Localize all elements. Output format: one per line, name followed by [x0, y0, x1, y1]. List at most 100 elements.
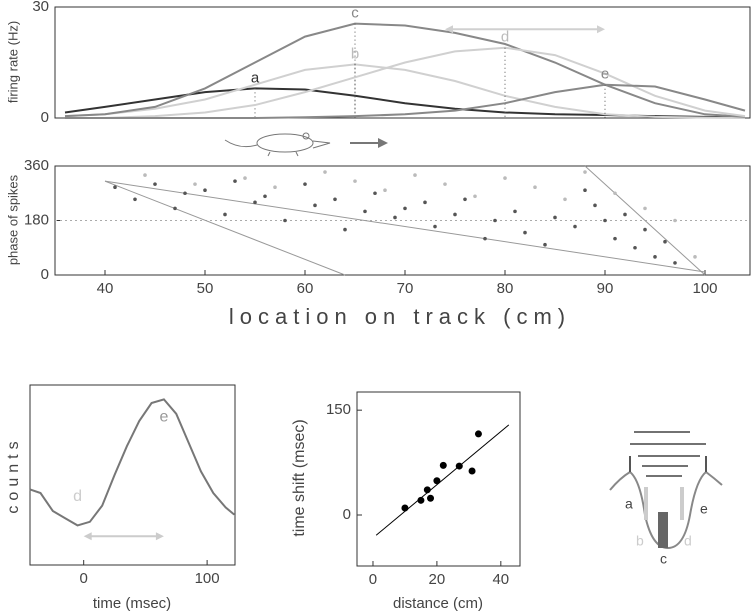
point: [483, 236, 487, 241]
point: [373, 191, 377, 196]
y-axis-label: time shift (msec): [291, 419, 308, 536]
y-tick-label: 150: [326, 401, 351, 418]
point: [663, 239, 667, 244]
plot-frame: [54, 6, 751, 119]
point: [513, 209, 517, 214]
annotation: e: [159, 409, 168, 426]
arrow-head: [445, 25, 453, 34]
curve: [65, 46, 746, 119]
curve: [65, 83, 746, 119]
point: [423, 200, 427, 205]
x-tick-label: 50: [197, 280, 214, 297]
annotation: d: [73, 488, 82, 505]
x-tick-label: 80: [497, 280, 514, 297]
point: [493, 218, 497, 223]
x-tick-label: 40: [97, 280, 114, 297]
x-tick-label: 0: [80, 570, 88, 587]
point: [203, 188, 207, 193]
diagram-label: e: [700, 501, 708, 517]
point: [474, 430, 482, 438]
fit-line: [104, 180, 346, 276]
point: [223, 212, 227, 217]
point: [313, 203, 317, 208]
point: [427, 494, 435, 502]
x-axis-label: location on track (cm): [229, 304, 571, 329]
fit-line: [104, 180, 706, 273]
curve: [64, 22, 746, 118]
point: [253, 200, 257, 205]
y-axis-label: counts: [5, 436, 22, 513]
point: [343, 227, 347, 232]
point: [403, 206, 407, 211]
point: [433, 224, 437, 229]
point: [693, 255, 697, 259]
point: [363, 209, 367, 214]
x-tick-label: 100: [692, 280, 717, 297]
point: [593, 203, 597, 208]
curve-label: d: [501, 29, 509, 46]
x-tick-label: 20: [429, 571, 446, 588]
diagram-label: b: [636, 533, 644, 549]
point: [183, 191, 187, 196]
point: [383, 188, 387, 193]
point: [613, 236, 617, 241]
arrow-head: [83, 532, 92, 541]
point: [455, 462, 463, 470]
curve-label: a: [251, 69, 260, 86]
point: [453, 212, 457, 217]
point: [603, 218, 607, 223]
point: [443, 182, 447, 186]
point: [283, 218, 287, 223]
y-tick-label: 180: [24, 211, 49, 228]
point: [153, 182, 157, 186]
x-axis-label: time (msec): [93, 595, 171, 612]
y-axis-label: phase of spikes: [5, 174, 20, 265]
point: [583, 188, 587, 193]
point: [653, 255, 657, 259]
fit-line: [584, 165, 706, 276]
curve-label: e: [601, 66, 609, 83]
x-tick-label: 0: [369, 571, 377, 588]
point: [353, 179, 357, 183]
point: [463, 197, 467, 202]
diagram-label: d: [684, 533, 692, 549]
curve: [29, 398, 235, 527]
y-axis-label: firing rate (Hz): [5, 21, 20, 103]
curve: [64, 63, 746, 119]
y-tick-label: 360: [24, 157, 49, 174]
point: [173, 206, 177, 211]
point: [273, 185, 277, 189]
point: [243, 176, 247, 180]
point: [573, 224, 577, 229]
point: [468, 467, 476, 475]
point: [433, 477, 441, 485]
point: [143, 173, 147, 177]
point: [393, 215, 397, 220]
curve-label: b: [351, 45, 359, 62]
point: [113, 185, 117, 189]
point: [613, 191, 617, 196]
x-tick-label: 40: [492, 571, 509, 588]
x-tick-label: 70: [397, 280, 414, 297]
point: [333, 197, 337, 202]
point: [553, 215, 557, 220]
point: [673, 218, 677, 223]
point: [583, 170, 587, 174]
point: [503, 176, 507, 180]
y-tick-label: 0: [41, 109, 49, 126]
schematic-labels: a b c d e: [625, 496, 708, 567]
point: [673, 261, 677, 265]
rat-icon: [224, 132, 331, 157]
point: [543, 242, 547, 247]
point: [233, 179, 237, 183]
direction-arrow: [350, 138, 388, 148]
point: [413, 173, 417, 177]
x-tick-label: 90: [597, 280, 614, 297]
point: [193, 182, 197, 186]
point: [563, 197, 567, 202]
arrow-head: [597, 25, 605, 34]
point: [263, 194, 267, 199]
point: [323, 170, 327, 174]
diagram-label: a: [625, 496, 633, 512]
